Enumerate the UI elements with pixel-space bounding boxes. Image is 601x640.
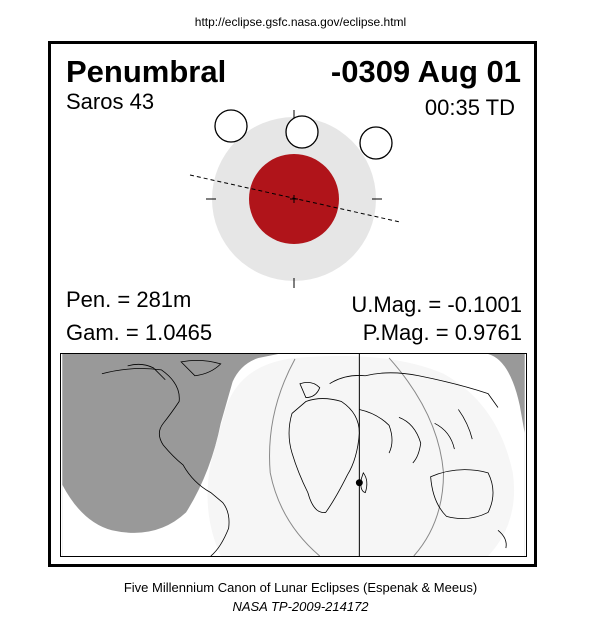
partial-visibility-curve-west: [269, 358, 321, 556]
eclipse-type-title: Penumbral: [66, 54, 227, 89]
saros-label: Saros 43: [66, 89, 155, 114]
source-url[interactable]: http://eclipse.gsfc.nasa.gov/eclipse.htm…: [194, 15, 407, 29]
footer-publication: NASA TP-2009-214172: [232, 599, 369, 614]
visibility-world-map: [60, 353, 527, 557]
eclipse-date: -0309 Aug 01: [330, 54, 521, 89]
moon-last-contact: [359, 126, 393, 160]
moon-first-contact: [214, 109, 248, 143]
eclipse-time: 00:35 TD: [424, 95, 515, 120]
moon-mid-eclipse: [285, 115, 319, 149]
penumbral-duration: Pen. = 281m: [66, 287, 192, 312]
umbral-magnitude: U.Mag. = -0.1001: [351, 292, 522, 317]
subsolar-point: [355, 479, 363, 487]
footer-citation: Five Millennium Canon of Lunar Eclipses …: [123, 580, 478, 595]
penumbral-magnitude: P.Mag. = 0.9761: [362, 320, 522, 345]
visible-region: [207, 355, 515, 556]
gamma-value: Gam. = 1.0465: [66, 320, 213, 345]
coastlines: [101, 359, 507, 556]
eclipse-panel-frame: [48, 41, 537, 567]
